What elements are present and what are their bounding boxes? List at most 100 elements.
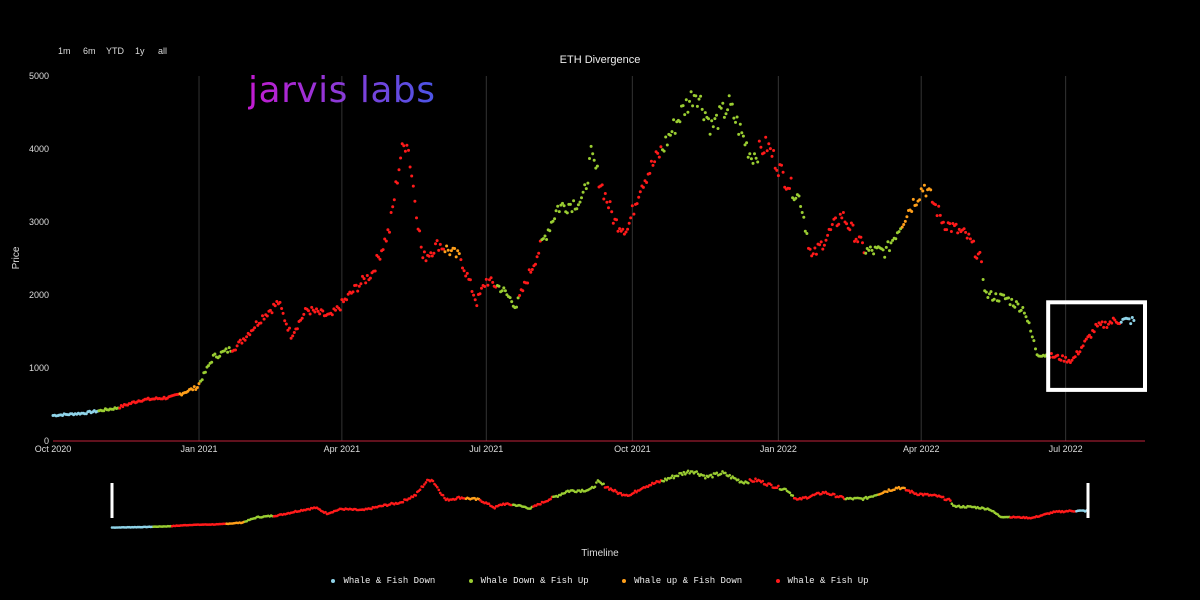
navigator-point bbox=[702, 474, 706, 477]
data-point bbox=[315, 307, 318, 311]
range-button-6m[interactable]: 6m bbox=[83, 46, 96, 56]
range-button-ytd[interactable]: YTD bbox=[106, 46, 124, 56]
data-point bbox=[688, 99, 691, 103]
data-point bbox=[741, 134, 745, 138]
range-button-all[interactable]: all bbox=[158, 46, 168, 56]
data-point bbox=[600, 183, 604, 187]
data-point bbox=[521, 289, 525, 293]
data-point bbox=[310, 305, 314, 309]
data-point bbox=[829, 228, 833, 232]
data-point bbox=[900, 225, 904, 229]
range-navigator[interactable] bbox=[110, 469, 1090, 529]
legend-item-whale-fish-up[interactable]: Whale & Fish Up bbox=[775, 576, 869, 586]
highlight-box bbox=[1046, 300, 1147, 392]
data-point bbox=[638, 190, 642, 194]
data-point bbox=[703, 111, 707, 115]
data-point bbox=[949, 230, 953, 233]
navigator-point bbox=[770, 483, 773, 487]
data-point bbox=[965, 236, 969, 240]
data-point bbox=[334, 308, 337, 312]
data-point bbox=[1070, 358, 1074, 362]
data-point bbox=[472, 293, 476, 297]
data-point bbox=[510, 300, 514, 304]
legend-item-whale-up-fish-down[interactable]: Whale up & Fish Down bbox=[622, 576, 742, 586]
data-point bbox=[429, 251, 433, 255]
data-point bbox=[886, 240, 890, 244]
data-point bbox=[248, 333, 252, 337]
navigator-point bbox=[684, 473, 687, 476]
data-point bbox=[591, 152, 595, 156]
data-point bbox=[518, 294, 522, 297]
data-point bbox=[710, 119, 714, 123]
data-point bbox=[535, 255, 539, 259]
data-point bbox=[583, 183, 587, 187]
data-point bbox=[413, 199, 417, 203]
data-point bbox=[551, 219, 555, 223]
data-point bbox=[1024, 315, 1028, 319]
navigator-point bbox=[411, 495, 415, 499]
data-point bbox=[1062, 359, 1066, 363]
legend-label: Whale & Fish Down bbox=[343, 576, 436, 586]
data-point bbox=[207, 364, 210, 368]
data-point bbox=[300, 316, 304, 320]
data-point bbox=[443, 250, 447, 254]
data-point bbox=[442, 247, 445, 251]
data-point bbox=[1061, 354, 1064, 358]
data-point bbox=[302, 312, 306, 316]
legend-item-whale-down-fish-up[interactable]: Whale Down & Fish Up bbox=[468, 576, 589, 586]
navigator-point bbox=[696, 472, 700, 476]
data-point bbox=[351, 290, 355, 294]
data-point bbox=[554, 209, 558, 213]
data-point bbox=[780, 163, 783, 167]
data-point bbox=[378, 257, 382, 261]
data-point bbox=[402, 144, 406, 148]
data-point bbox=[754, 156, 758, 160]
data-point bbox=[330, 313, 334, 317]
data-point bbox=[715, 113, 718, 117]
navigator-point bbox=[556, 495, 559, 499]
data-point bbox=[1014, 300, 1018, 304]
navigator-point bbox=[688, 472, 691, 475]
data-point bbox=[345, 298, 349, 302]
navigator-point bbox=[765, 484, 769, 487]
data-point bbox=[699, 94, 703, 98]
data-point bbox=[1032, 339, 1036, 343]
data-point bbox=[1027, 321, 1031, 325]
data-point bbox=[1084, 337, 1088, 341]
data-point bbox=[273, 304, 277, 308]
data-point bbox=[359, 282, 363, 286]
data-point bbox=[781, 170, 785, 174]
data-point bbox=[691, 104, 695, 108]
data-point bbox=[657, 155, 661, 159]
legend-item-whale-fish-down[interactable]: Whale & Fish Down bbox=[331, 576, 435, 586]
data-point bbox=[810, 254, 814, 258]
data-point bbox=[361, 274, 364, 278]
range-button-1m[interactable]: 1m bbox=[58, 46, 71, 56]
data-point bbox=[527, 268, 531, 272]
data-point bbox=[397, 168, 401, 172]
data-point bbox=[342, 300, 345, 304]
data-point bbox=[1034, 347, 1037, 351]
data-points[interactable] bbox=[51, 90, 1136, 418]
navigator-point bbox=[711, 475, 714, 479]
data-point bbox=[603, 192, 607, 195]
data-point bbox=[841, 211, 845, 214]
data-point bbox=[805, 232, 809, 235]
data-point bbox=[407, 148, 410, 152]
data-point bbox=[968, 237, 972, 241]
data-point bbox=[561, 201, 564, 205]
gridlines bbox=[53, 76, 1145, 442]
data-point bbox=[645, 181, 649, 184]
navigator-point bbox=[414, 494, 418, 497]
data-point bbox=[799, 205, 803, 208]
data-point bbox=[373, 269, 377, 273]
navigator-point bbox=[579, 490, 582, 494]
data-point bbox=[684, 98, 688, 102]
data-point bbox=[548, 229, 552, 233]
data-point bbox=[1130, 316, 1134, 319]
range-button-1y[interactable]: 1y bbox=[135, 46, 145, 56]
data-point bbox=[313, 310, 317, 314]
data-point bbox=[702, 118, 706, 122]
data-point bbox=[802, 215, 806, 219]
data-point bbox=[565, 211, 569, 215]
